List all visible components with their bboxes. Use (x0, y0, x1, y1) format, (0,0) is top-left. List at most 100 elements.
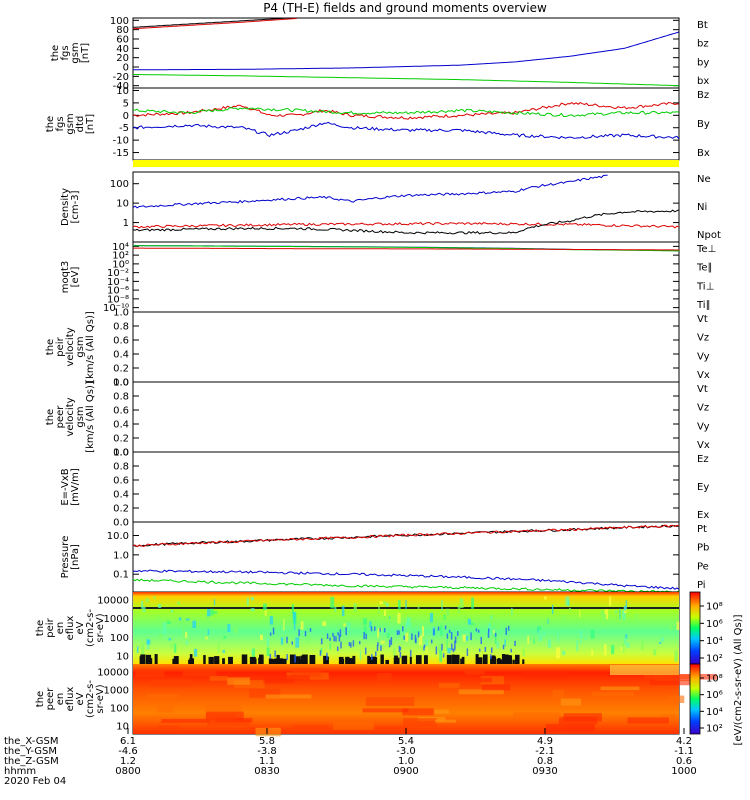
peir-pixel (491, 613, 493, 625)
panel-frame (132, 87, 680, 161)
legend-Pi: Pi (697, 580, 706, 591)
peir-blue-pixel (435, 646, 438, 655)
legend-Vt: Vt (697, 384, 708, 395)
peir-blue-pixel (291, 641, 294, 645)
peir-dark-pixel (340, 659, 345, 664)
peir-blue-pixel (383, 627, 386, 633)
y-axis-label-line: [eV] (70, 267, 81, 288)
peer-pixel (376, 673, 392, 682)
x-axis-row-label: hhmm (4, 766, 36, 777)
peir-pixel (445, 608, 450, 616)
peer-pixel (522, 670, 569, 678)
legend-by: by (697, 57, 709, 68)
peir-blue-pixel (441, 643, 443, 651)
y-tick-label: 0.8 (113, 462, 129, 473)
peir-dark-pixel (460, 658, 465, 664)
peir-pixel (251, 648, 255, 660)
peir-pixel (173, 643, 177, 653)
peir-dark-pixel (140, 654, 146, 664)
peir-pixel (522, 649, 525, 657)
peir-pixel (320, 648, 323, 654)
peir-pixel (441, 600, 443, 612)
panel-frame (132, 241, 680, 313)
panel-density: 100 10 1 Density [cm-3] Ne Ni Npot (60, 171, 721, 243)
peir-dark-pixel (515, 654, 520, 664)
x-tick-label-t: 0930 (532, 766, 557, 777)
peir-pixel (635, 613, 638, 621)
x-tick-label-z: 1.2 (120, 756, 136, 767)
peir-dark-pixel (409, 656, 412, 664)
peer-pixel (249, 688, 281, 698)
colorbar-tick-label: 10⁴ (706, 707, 723, 718)
peir-pixel (659, 641, 662, 644)
peir-pixel (590, 629, 595, 639)
peir-pixel (623, 605, 626, 611)
y-axis-label-line: en (55, 693, 66, 706)
peer-pixel (244, 726, 266, 731)
peir-pixel (266, 647, 270, 657)
peir-pixel (330, 596, 335, 609)
peir-blue-pixel (480, 636, 482, 644)
peer-pixel (205, 713, 236, 722)
y-tick-label: 10⁻⁶ (107, 286, 129, 297)
peir-pixel (622, 610, 624, 617)
peer-pixel (545, 724, 595, 732)
y-axis-label-line: fgs (55, 116, 66, 131)
peir-pixel (465, 635, 469, 641)
peir-pixel (565, 596, 570, 606)
x-axis-row-label: 2020 Feb 04 (4, 776, 66, 787)
x-axis-row-label: the_Z-GSM (4, 756, 59, 767)
y-tick-label: 10 (116, 652, 129, 663)
y-axis-label-line: the (45, 339, 56, 355)
peir-pixel (557, 631, 559, 643)
peir-pixel (604, 643, 607, 656)
peir-blue-pixel (437, 626, 440, 631)
peir-dark-pixel (269, 659, 275, 664)
peer-pixel (150, 679, 193, 687)
peir-pixel (145, 598, 150, 603)
peir-pixel (270, 625, 272, 634)
peir-pixel (462, 634, 467, 642)
y-tick-label: 1 (123, 218, 129, 229)
y-tick-label: 1.0 (113, 378, 129, 389)
peer-pixel (182, 669, 217, 677)
y-tick-label: 10 (116, 199, 129, 210)
peir-blue-pixel (376, 645, 379, 651)
colorbar-tick-label: 10⁸ (706, 602, 723, 613)
peer-pixel (265, 694, 312, 699)
legend-Ex: Ex (697, 510, 709, 521)
y-tick-label: 10⁴ (112, 242, 129, 253)
peir-dark-pixel (208, 656, 214, 664)
series-bx (133, 31, 679, 71)
peir-blue-pixel (358, 641, 361, 645)
y-axis-label-line: sr-eV) (95, 684, 106, 713)
peir-pixel (205, 636, 208, 640)
peir-dark-pixel (496, 658, 501, 664)
peir-blue-pixel (505, 627, 507, 635)
peir-blue-pixel (478, 648, 481, 652)
series-bz (132, 18, 297, 30)
panel-pressure: 10.0 1.0 0.1 Pressure [nPa] Pt Pb Pe Pi (60, 521, 709, 593)
peir-blue-pixel (510, 648, 512, 653)
peir-pixel (467, 618, 471, 625)
peir-pixel (170, 643, 173, 649)
peer-pixel (513, 712, 561, 719)
peir-pixel (236, 618, 238, 622)
legend-Pt: Pt (697, 524, 707, 535)
y-axis-label-line: peir (45, 617, 56, 637)
peir-pixel (334, 606, 337, 612)
peir-pixel (568, 607, 571, 611)
y-tick-label: -10 (113, 136, 129, 147)
peir-blue-pixel (417, 631, 420, 638)
peir-blue-pixel (423, 646, 425, 651)
peir-dark-pixel (423, 655, 428, 664)
y-axis-label-line: eV (75, 621, 86, 634)
peir-pixel (653, 649, 657, 656)
y-tick-label: -40 (113, 81, 129, 92)
peir-pixel (289, 610, 291, 620)
y-tick-label: 0 (123, 63, 129, 74)
peir-blue-pixel (329, 637, 331, 641)
peir-pixel (622, 642, 625, 653)
peir-blue-pixel (457, 631, 459, 636)
